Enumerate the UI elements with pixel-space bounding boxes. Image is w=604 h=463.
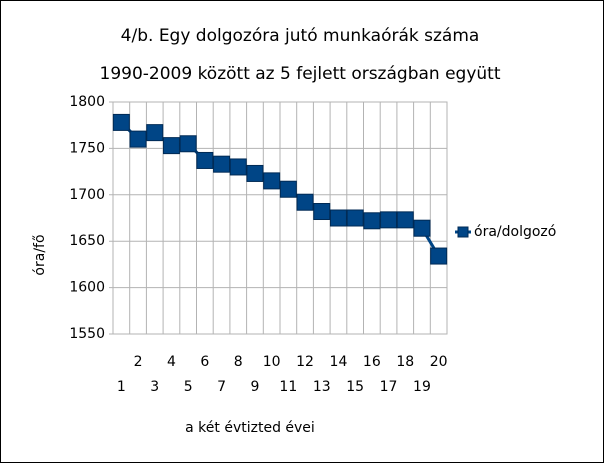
x-tick-label: 18	[396, 354, 414, 370]
x-tick-label: 17	[380, 379, 398, 395]
marker	[162, 137, 180, 155]
y-axis-label: óra/fő	[32, 234, 48, 275]
marker	[313, 203, 331, 221]
marker	[179, 135, 197, 153]
x-tick-label: 10	[263, 354, 281, 370]
x-tick-label: 16	[363, 354, 381, 370]
chart-subtitle: 1990-2009 között az 5 fejlett országban …	[100, 64, 501, 84]
marker	[229, 158, 247, 176]
y-tick-label: 1600	[69, 280, 105, 296]
x-tick-label: 11	[279, 379, 297, 395]
marker	[279, 180, 297, 198]
marker	[112, 113, 130, 131]
x-tick-label: 6	[200, 354, 209, 370]
marker	[413, 219, 431, 237]
marker	[213, 155, 231, 173]
marker	[246, 164, 264, 182]
x-tick-label: 7	[217, 379, 226, 395]
marker	[363, 212, 381, 230]
y-tick-label: 1650	[69, 233, 105, 249]
y-tick-label: 1550	[69, 326, 105, 342]
x-tick-label: 5	[184, 379, 193, 395]
x-tick-label: 13	[313, 379, 331, 395]
x-tick-label: 12	[296, 354, 314, 370]
marker	[329, 209, 347, 227]
y-tick-label: 1800	[69, 94, 105, 110]
x-tick-label: 14	[330, 354, 348, 370]
x-tick-label: 19	[413, 379, 431, 395]
x-axis-label: a két évtizted évei	[185, 420, 315, 436]
x-tick-label: 9	[250, 379, 259, 395]
y-tick-label: 1700	[69, 187, 105, 203]
marker	[346, 209, 364, 227]
marker	[129, 130, 147, 148]
x-tick-label: 1	[117, 379, 126, 395]
x-tick-label: 20	[430, 354, 448, 370]
plot-border	[112, 101, 448, 335]
marker	[430, 247, 448, 265]
x-tick-label: 15	[346, 379, 364, 395]
marker	[146, 124, 164, 142]
legend-marker	[457, 226, 469, 238]
marker	[396, 211, 414, 229]
marker	[296, 193, 314, 211]
marker	[380, 211, 398, 229]
y-tick-label: 1750	[69, 140, 105, 156]
legend-label: óra/dolgozó	[474, 224, 556, 240]
x-tick-label: 4	[167, 354, 176, 370]
x-tick-label: 2	[134, 354, 143, 370]
x-tick-label: 3	[150, 379, 159, 395]
chart-title: 4/b. Egy dolgozóra jutó munkaórák száma	[121, 26, 480, 46]
x-tick-label: 8	[234, 354, 243, 370]
marker	[263, 172, 281, 190]
marker	[196, 151, 214, 169]
